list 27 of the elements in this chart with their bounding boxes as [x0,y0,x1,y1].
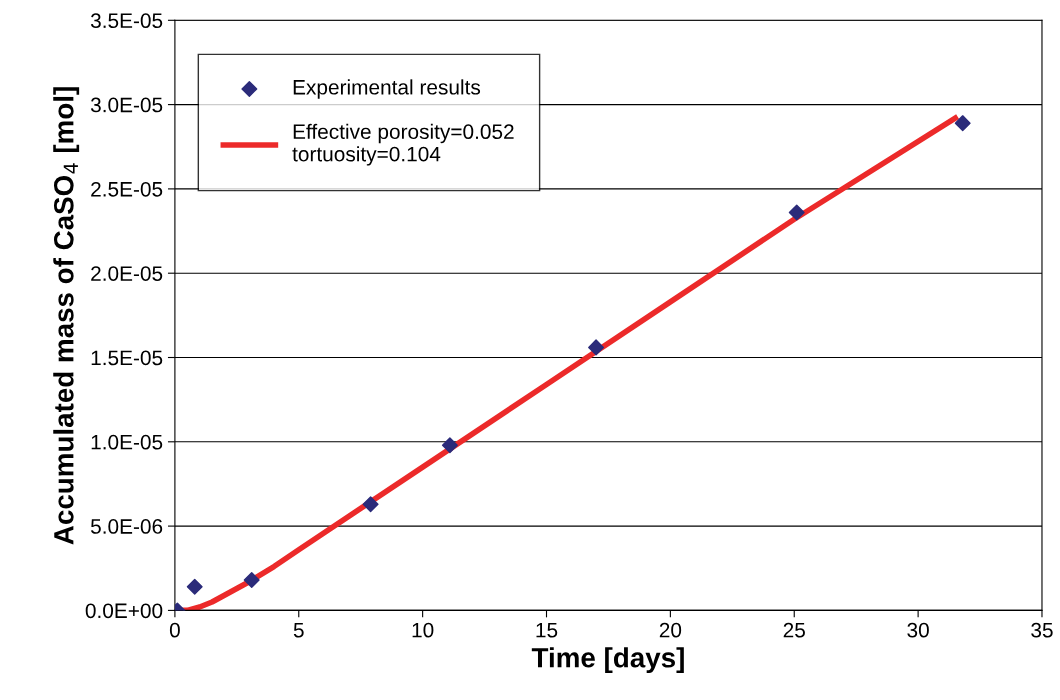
point [186,578,203,595]
x-tick-label: 5 [293,622,304,638]
x-tick-label: 20 [659,622,682,638]
y-tick-label: 2.0E-05 [91,266,163,281]
x-tick-label: 35 [1031,622,1053,638]
point [441,437,458,454]
y-tick-label: 1.0E-05 [91,434,163,450]
x-tick-label: 0 [169,622,180,638]
y-tick-label: 3.5E-05 [90,13,163,29]
y-axis-title: Accumulated mass of CaSO$_{4}$ [mol] [53,87,80,545]
y-tick-label: 5.0E-06 [90,519,163,534]
y-tick-label: 0.0E+00 [85,603,163,619]
x-tick-label: 15 [536,622,558,638]
legend-label: Experimental results [293,79,481,99]
point [362,496,379,513]
y-tick-label: 1.5E-05 [91,350,163,366]
y-tick-label: 2.5E-05 [91,181,163,197]
point [588,339,605,356]
y-tick-label: 3.0E-05 [90,97,163,113]
point [954,115,971,132]
x-tick-label: 30 [907,622,929,638]
x-tick-label: 10 [412,622,434,638]
x-axis-title: Time [days] [531,647,684,674]
point [243,572,260,589]
point [788,204,805,221]
legend-label: Effective porosity=0.052 tortuosity=0.104 [292,123,514,166]
x-tick-label: 25 [783,622,805,638]
